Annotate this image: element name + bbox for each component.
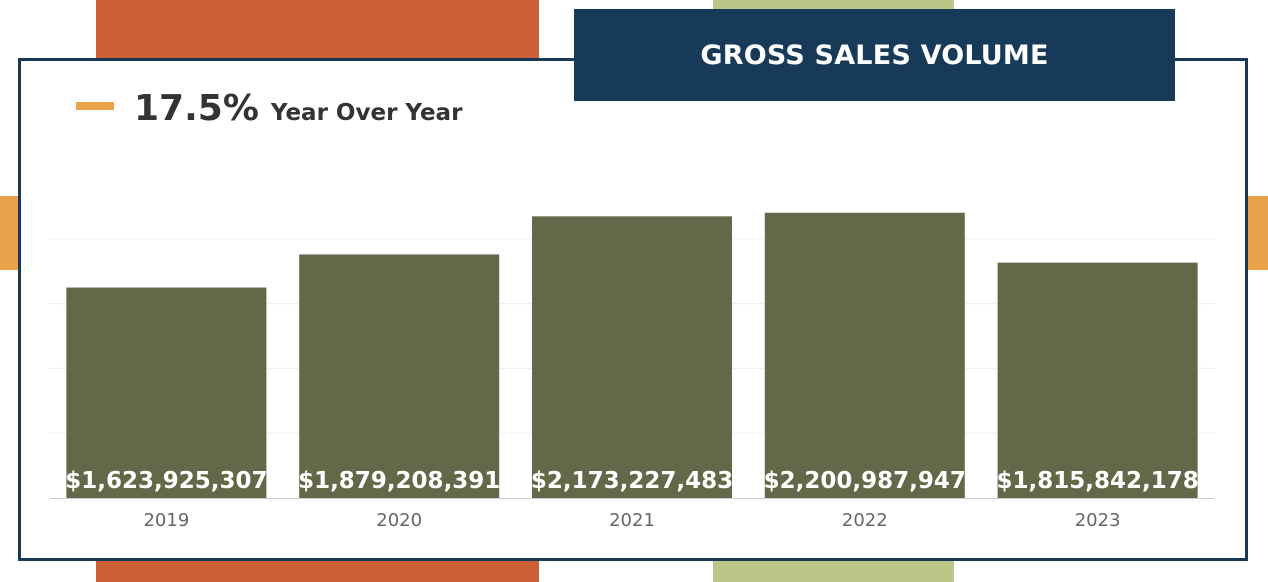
data-label-2022: $2,200,987,947 — [764, 468, 966, 494]
bar-2022 — [764, 212, 965, 499]
kpi-summary: 17.5% Year Over Year — [76, 88, 462, 136]
bar-2023 — [997, 262, 1198, 498]
bar-2019 — [66, 287, 267, 498]
decor-gold-tab-left — [0, 196, 20, 270]
data-label-2019: $1,623,925,307 — [65, 468, 267, 494]
x-tick-2023: 2023 — [1075, 510, 1121, 531]
decor-orange-block-bottom — [96, 558, 539, 582]
chart-title: GROSS SALES VOLUME — [700, 39, 1049, 71]
decor-gold-tab-right — [1246, 196, 1268, 270]
x-tick-2022: 2022 — [842, 510, 888, 531]
x-tick-2020: 2020 — [376, 510, 422, 531]
data-label-2020: $1,879,208,391 — [298, 468, 500, 494]
decor-orange-block-top — [96, 0, 539, 60]
kpi-dash-icon — [76, 102, 114, 110]
data-label-2023: $1,815,842,178 — [996, 468, 1198, 494]
chart-title-banner: GROSS SALES VOLUME — [574, 9, 1175, 101]
bar-2020 — [299, 254, 500, 498]
x-tick-2021: 2021 — [609, 510, 655, 531]
kpi-value: 17.5% — [134, 88, 259, 129]
x-tick-2019: 2019 — [143, 510, 189, 531]
bar-2021 — [532, 216, 732, 498]
kpi-label: Year Over Year — [270, 100, 463, 126]
data-label-2021: $2,173,227,483 — [531, 468, 733, 494]
decor-green-block-bottom — [713, 558, 954, 582]
